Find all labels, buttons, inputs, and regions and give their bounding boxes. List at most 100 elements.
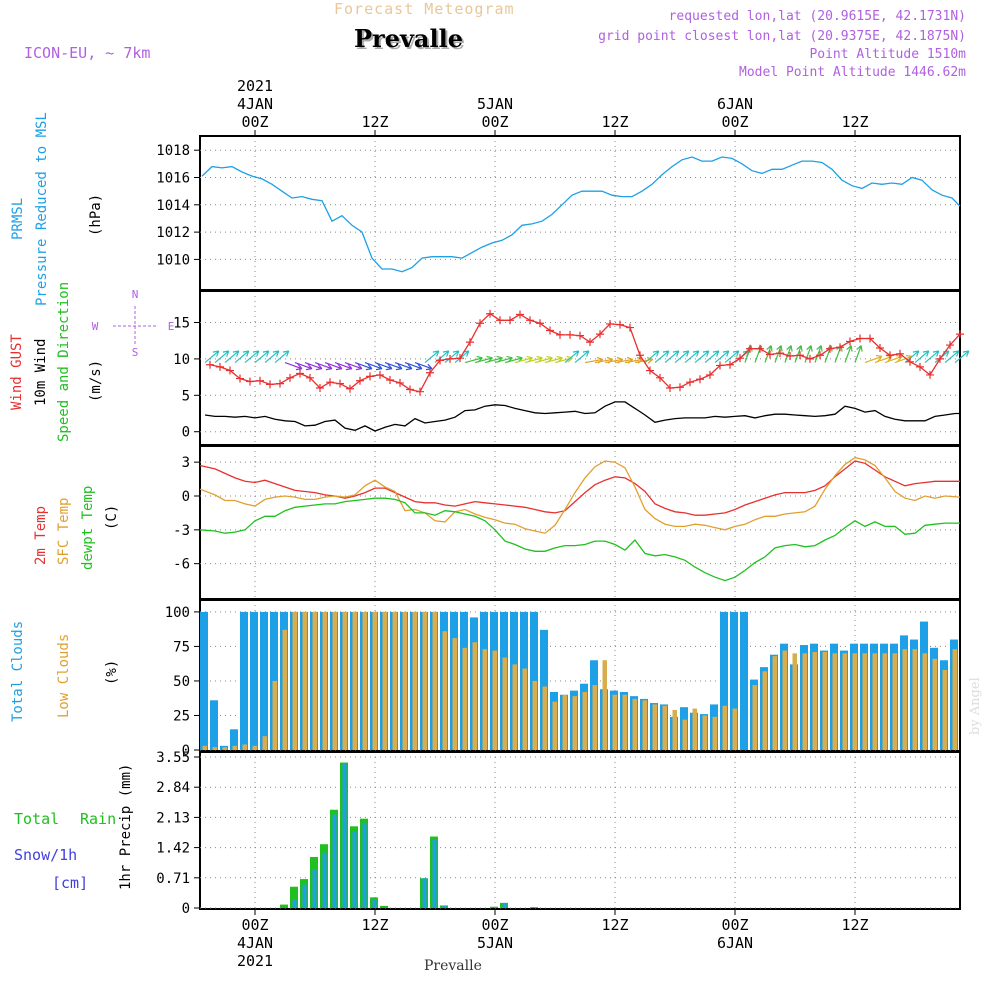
- gust-marker: [306, 373, 314, 382]
- wind-arrow: [234, 350, 250, 363]
- gust-marker: [396, 378, 404, 387]
- cloud-low-bar: [382, 611, 387, 750]
- cloud-low-bar: [922, 653, 927, 750]
- cloud-low-bar: [612, 694, 617, 750]
- cloud-low-bar: [492, 650, 497, 750]
- cloud-low-bar: [312, 611, 317, 750]
- gust-marker: [836, 343, 844, 352]
- cloud-total-bar: [250, 611, 258, 750]
- cloud-low-bar: [402, 611, 407, 750]
- cloud-low-bar: [822, 651, 827, 750]
- wind-arrow: [894, 355, 913, 364]
- compass-n: N: [132, 288, 139, 301]
- time-top-label: 12Z: [841, 113, 868, 131]
- time-top-label: 6JAN: [717, 95, 753, 113]
- gust-marker: [276, 379, 284, 388]
- precip-snow-bar: [342, 763, 347, 908]
- wind-arrow: [224, 350, 240, 363]
- gust-marker: [386, 376, 394, 385]
- cloud-low-bar: [232, 745, 237, 750]
- gust-marker: [336, 379, 344, 388]
- wind-arrow: [324, 361, 343, 370]
- time-bottom-label: 12Z: [841, 916, 868, 934]
- cloud-low-bar: [872, 653, 877, 750]
- wind-arrow: [404, 361, 423, 370]
- time-top-label: 2021: [237, 77, 273, 95]
- precip-snow-bar: [292, 899, 297, 908]
- gust-marker: [456, 354, 464, 363]
- gust-marker: [476, 319, 484, 328]
- wind-arrow-head: [232, 350, 240, 357]
- wind-arrow: [884, 355, 903, 364]
- forecast-title: Forecast Meteogram: [334, 0, 515, 18]
- wind-arrow: [334, 361, 353, 370]
- gust-marker: [736, 354, 744, 363]
- precip-snow-bar: [362, 822, 367, 908]
- gust-marker: [296, 369, 304, 378]
- wind-arrow: [254, 350, 270, 363]
- cloud-low-bar: [862, 653, 867, 750]
- wind-arrow-head: [335, 363, 343, 371]
- cloud-low-bar: [832, 653, 837, 750]
- wind-arrow-head: [702, 350, 710, 357]
- cloud-low-bar: [202, 745, 207, 750]
- wind-arrow: [794, 345, 802, 363]
- time-bottom-label: 12Z: [361, 916, 388, 934]
- wind-arrow: [874, 355, 893, 364]
- wind-arrow-head: [272, 350, 280, 357]
- footer-station: Prevalle: [424, 958, 482, 974]
- wind-arrow-head: [242, 350, 250, 357]
- gust-marker: [546, 326, 554, 335]
- gust-marker: [436, 356, 444, 365]
- gust-marker: [686, 378, 694, 387]
- cloud-low-bar: [882, 653, 887, 750]
- wind-arrow: [624, 358, 643, 364]
- pressure-ytick-label: 1016: [156, 171, 190, 187]
- wind-arrow: [954, 350, 970, 363]
- cloud-low-bar: [762, 671, 767, 750]
- gust-marker: [356, 376, 364, 385]
- wind-arrow-head: [692, 350, 700, 357]
- temperature-ytick-label: 0: [182, 489, 190, 505]
- gust-marker: [716, 361, 724, 370]
- wind-arrow-head: [796, 345, 803, 352]
- time-top-label: 4JAN: [237, 95, 273, 113]
- wind-arrow-head: [732, 350, 740, 357]
- precip-snow-bar: [442, 905, 447, 908]
- wind-arrow-head: [315, 363, 323, 371]
- wind-arrow: [394, 361, 413, 370]
- gust-marker: [906, 357, 914, 366]
- wind-arrow-head: [305, 363, 313, 371]
- cloud-low-bar: [622, 694, 627, 750]
- gust-marker: [366, 372, 374, 381]
- gust-marker: [246, 377, 254, 386]
- cloud-low-bar: [302, 611, 307, 750]
- cloud-low-bar: [562, 694, 567, 750]
- cloud-low-bar: [522, 668, 527, 750]
- wind-arrow-head: [652, 350, 660, 357]
- wind-arrow: [284, 361, 303, 370]
- wind-ytick-label: 5: [182, 388, 190, 404]
- temp-sfc-line: [199, 456, 961, 534]
- pressure-ytick-label: 1018: [156, 143, 190, 159]
- wind-ytick-label: 10: [173, 352, 190, 368]
- precip-frame: [199, 751, 961, 910]
- time-bottom-label: 2021: [237, 952, 273, 970]
- wind-arrow-head: [712, 350, 720, 357]
- wind-arrow-head: [282, 350, 290, 357]
- wind-arrow: [374, 361, 393, 370]
- wind-arrow: [204, 350, 220, 363]
- cloud-low-bar: [462, 647, 467, 750]
- wind-arrow: [924, 350, 940, 363]
- gust-marker: [726, 360, 734, 369]
- gust-line: [209, 312, 961, 393]
- time-bottom-label: 6JAN: [717, 934, 753, 952]
- gust-marker: [676, 383, 684, 392]
- wind-arrow: [354, 361, 373, 370]
- wind-arrow-head: [672, 350, 680, 357]
- wind-arrow: [784, 345, 792, 363]
- wind-arrow: [274, 350, 290, 363]
- precip-snow-bar: [502, 902, 507, 908]
- wind-arrow: [864, 355, 883, 364]
- precip-ytick-label: 0.71: [156, 871, 190, 887]
